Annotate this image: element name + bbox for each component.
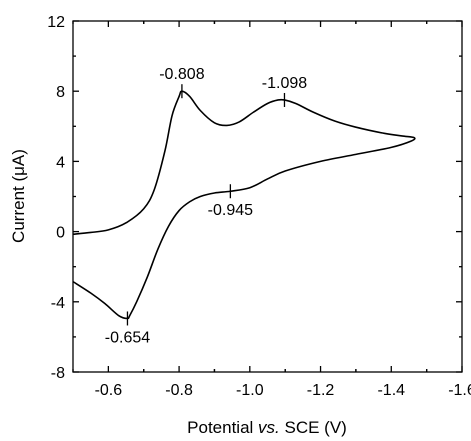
y-tick-label: -4	[51, 295, 65, 312]
peak-label: -0.654	[105, 329, 150, 346]
x-tick-label: -0.6	[95, 382, 123, 399]
y-axis-title: Current (μA)	[9, 149, 28, 243]
peak-annotations: -0.808 -1.098 -0.945 -0.654	[105, 66, 307, 346]
peak-label: -0.808	[159, 66, 204, 83]
y-tick-label: 0	[56, 225, 65, 242]
x-tick-label: -1.2	[307, 382, 335, 399]
peak-label: -0.945	[208, 202, 253, 219]
peak-label: -1.098	[262, 75, 307, 92]
axis-tick-labels: -0.6 -0.8 -1.0 -1.2 -1.4 -1.6 -8 -4 0 4 8 12	[47, 14, 471, 399]
x-axis-title: Potential vs. SCE (V)	[187, 418, 347, 437]
x-tick-label: -0.8	[165, 382, 193, 399]
y-tick-label: 4	[56, 154, 65, 171]
axis-ticks	[72, 20, 463, 373]
y-tick-label: -8	[51, 365, 65, 382]
x-tick-label: -1.6	[448, 382, 471, 399]
y-tick-label: 8	[56, 84, 65, 101]
cv-curve	[72, 90, 416, 320]
plot-frame	[72, 20, 463, 373]
x-tick-label: -1.4	[377, 382, 405, 399]
y-tick-label: 12	[47, 14, 65, 31]
x-tick-label: -1.0	[236, 382, 264, 399]
